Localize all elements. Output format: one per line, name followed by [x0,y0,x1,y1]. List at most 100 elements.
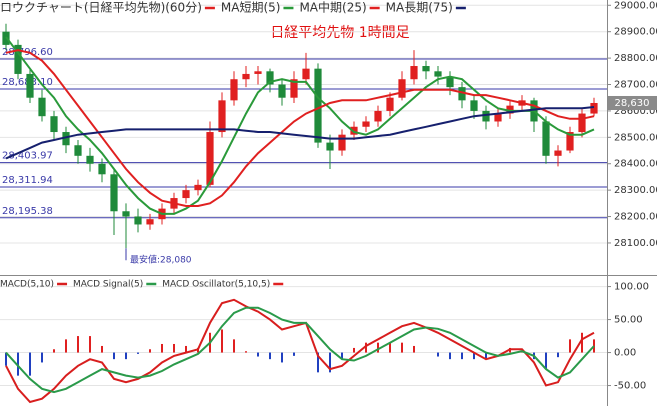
chart-title: 日経平均先物 1時間足 [270,25,409,41]
candle-body [218,100,226,133]
oscillator-bar [449,352,451,360]
oscillator-bar [185,345,187,353]
candle-body [578,113,586,133]
oscillator-bar [317,352,319,373]
candle-body [326,142,334,151]
level-label: 28,195.38 [2,206,53,217]
candle-body [506,105,514,114]
candle-body [230,79,238,101]
last-price-box [608,95,657,110]
candle-body [86,155,94,164]
oscillator-bar [341,352,343,360]
oscillator-bar [233,339,235,353]
oscillator-bar [329,352,331,373]
candle-body [14,44,22,74]
oscillator-bar [281,352,283,363]
candle-body [470,100,478,111]
legend-label: MACD Signal(5) [73,280,143,290]
candle-body [134,216,142,225]
candle-body [314,68,322,143]
oscillator-bar [377,342,379,353]
y-tick-label: 28400.00 [614,159,657,170]
oscillator-bar [89,336,91,353]
oscillator-bar [569,339,571,353]
candle-body [278,84,286,98]
candle-body [374,110,382,122]
ma-line [5,49,595,207]
candle-body [362,121,370,127]
candle-body [482,110,490,122]
oscillator-bar [413,345,415,353]
y-tick-label: 29000.00 [614,0,657,11]
y-tick-label: 28500.00 [614,132,657,143]
oscillator-bar [101,345,103,353]
legend-label: MA中期(25) [299,0,366,15]
level-label: 28,403.97 [2,151,53,162]
legend-label: ロウクチャート(日経平均先物)(60分) [0,1,202,15]
oscillator-bar [353,347,355,353]
candle-body [254,71,262,74]
oscillator-bar [5,352,7,366]
y-tick-label: 28300.00 [614,185,657,196]
oscillator-bar [473,352,475,360]
oscillator-bar [245,351,247,353]
oscillator-bar [593,339,595,353]
legend-label: MACD Oscillator(5,10,5) [162,280,270,290]
oscillator-bar [461,352,463,360]
oscillator-bar [257,352,259,357]
level-label: 28,311.94 [2,175,53,186]
y-tick-label: 100.00 [614,282,649,293]
ma-line [5,106,595,160]
oscillator-bar [557,352,559,358]
ma-line [5,36,595,215]
oscillator-bar [293,352,295,356]
candle-body [50,116,58,133]
oscillator-bar [53,349,55,353]
candle-body [590,102,598,114]
legend-label: MA短期(5) [221,1,281,15]
oscillator-bar [581,332,583,353]
y-tick-label: 28700.00 [614,80,657,91]
last-price-label: 28,630 [615,98,650,109]
legend-label: MA長期(75) [386,1,453,15]
annotation-label: 最安値:28,080 [130,254,192,266]
candle-body [146,219,154,225]
candle-body [422,66,430,72]
candle-body [446,76,454,88]
candle-body [194,184,202,191]
y-tick-label: 28200.00 [614,212,657,223]
oscillator-bar [221,329,223,353]
oscillator-bar [137,352,139,354]
oscillator-bar [389,342,391,353]
candle-body [434,71,442,77]
oscillator-bar [65,339,67,353]
candle-body [410,66,418,80]
oscillator-bar [365,342,367,353]
macd-line [5,298,595,404]
legend-label: MACD(5,10) [0,280,54,290]
candle-body [206,132,214,185]
candle-body [554,150,562,156]
candle-body [110,174,118,212]
candle-body [74,145,82,156]
y-tick-label: 50.00 [614,315,643,326]
y-tick-label: 28800.00 [614,53,657,64]
y-tick-label: 0.00 [614,348,636,359]
oscillator-bar [173,343,175,353]
candle-body [338,134,346,151]
candle-body [266,71,274,85]
oscillator-bar [113,352,115,360]
y-tick-label: -50.00 [614,381,646,392]
candle-body [302,68,310,80]
candle-body [386,97,394,111]
candle-body [398,79,406,98]
candle-body [26,73,34,98]
oscillator-bar [437,352,439,357]
oscillator-bar [149,349,151,353]
candle-body [542,121,550,156]
candle-body [122,211,130,217]
oscillator-bar [17,352,19,376]
oscillator-bar [161,343,163,353]
